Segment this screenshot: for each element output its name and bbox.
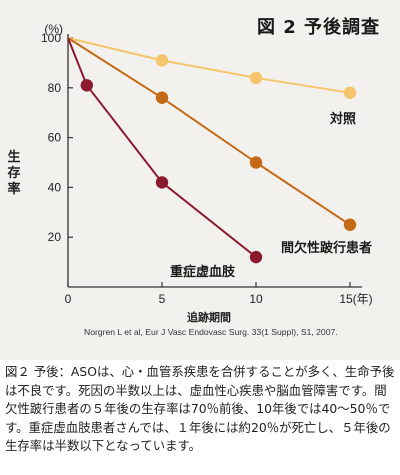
series-point [80,79,94,92]
x-tick-label: 10 [249,292,263,306]
chart-title: 図 2 予後調査 [256,17,380,38]
y-tick-label: 100 [41,31,61,45]
series-label: 対照 [329,111,356,127]
y-tick-label: 20 [48,230,62,244]
series-point [155,91,169,104]
series-point [343,218,357,231]
series-point [155,54,169,67]
y-tick-label: 60 [48,131,62,145]
series-point [249,156,263,169]
series-point [249,71,263,85]
figure-panel: 図 2 予後調査 生存率 Norgren L et al, Eur J Vasc… [0,0,400,360]
figure-caption: 図２ 予後：ASOは、心・血管系疾患を合併することが多く、生命予後は不良です。死… [5,364,395,453]
series-point [249,250,263,264]
series-line [67,37,351,94]
series-line [67,37,257,258]
y-tick-label: 80 [48,81,62,95]
y-unit-label: (%) [44,22,63,36]
series-point [155,176,169,189]
x-tick-label: 5 [159,292,166,306]
series-label: 重症虚血肢 [170,264,236,280]
series-points [80,54,357,264]
series-label: 間欠性跛行患者 [281,240,372,256]
x-tick-label: 15(年) [339,292,372,306]
series-line [67,37,351,226]
series-point [343,86,357,99]
citation: Norgren L et al, Eur J Vasc Endovasc Sur… [84,327,338,337]
series-lines [67,37,351,258]
y-tick-label: 40 [48,180,62,194]
survival-chart: 20 40 60 80 100(%) 0 5 10 15(年) 追跡期間 対照間欠性跛行患者重症虚… [41,22,373,324]
x-tick-label: 0 [65,292,72,306]
y-axis-title: 生存率 [7,150,21,197]
x-axis-title: 追跡期間 [187,310,231,324]
